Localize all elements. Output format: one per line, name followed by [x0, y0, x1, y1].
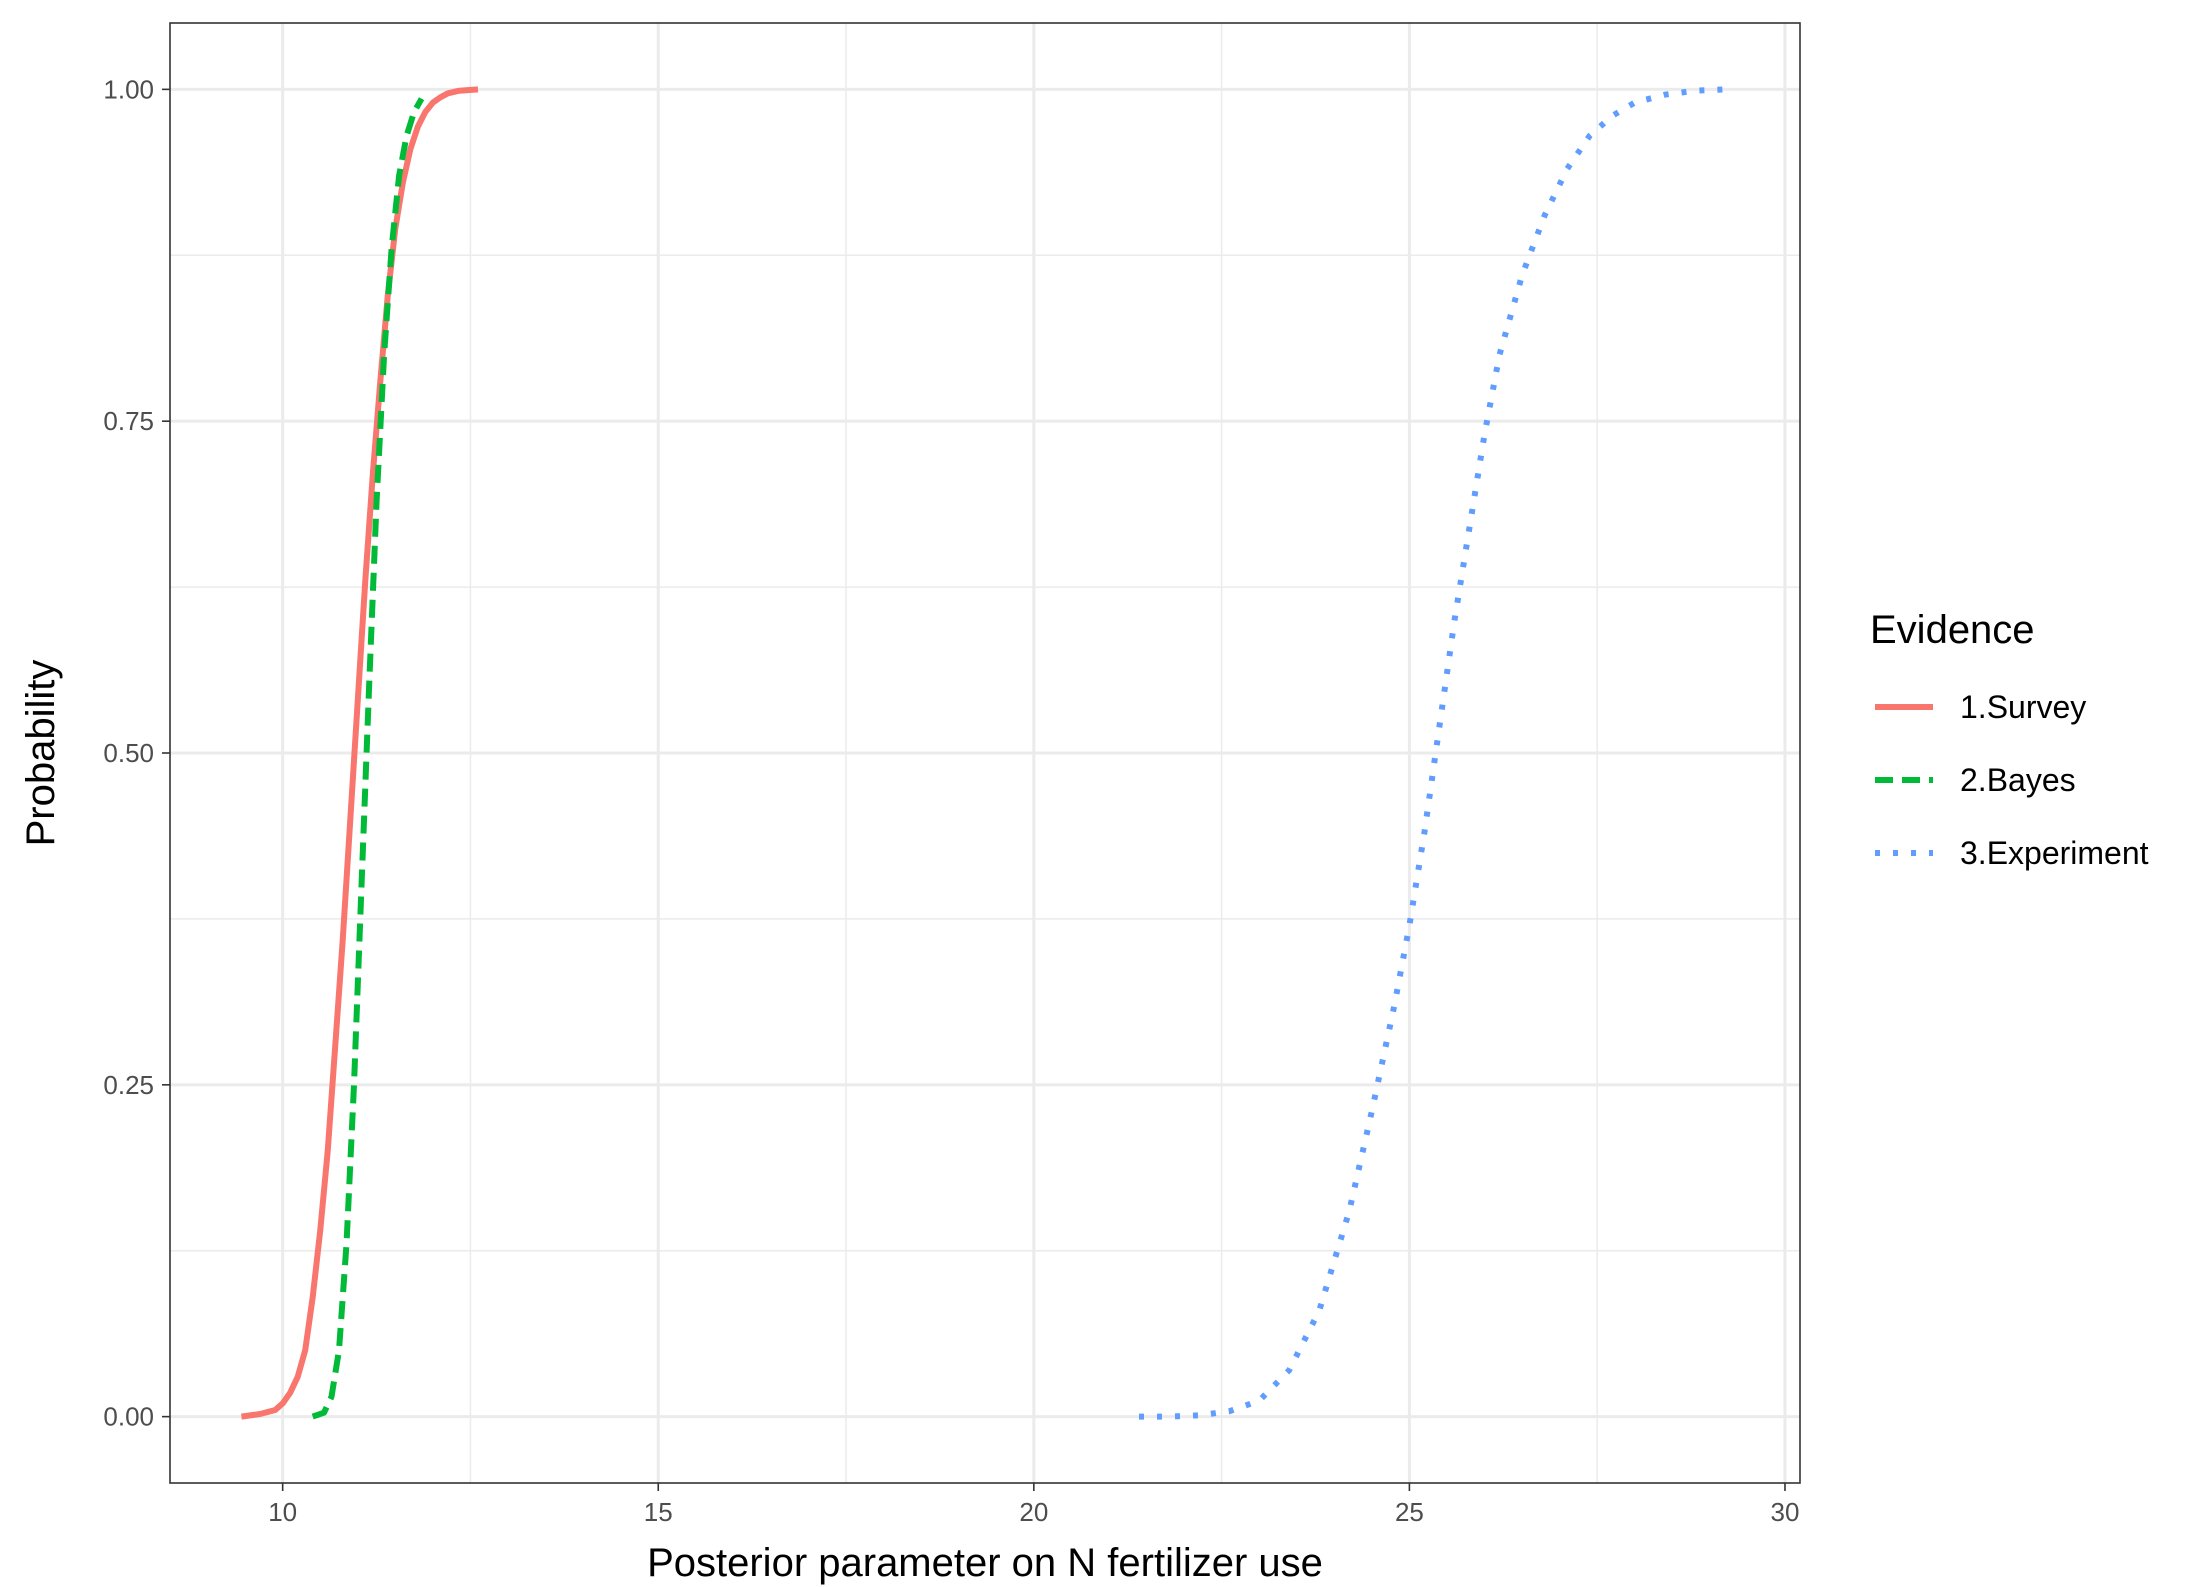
x-tick-label: 25	[1395, 1497, 1424, 1527]
legend-items: 1.Survey 2.Bayes 3.Experiment	[1875, 689, 2149, 871]
y-tick-label: 1.00	[103, 74, 154, 104]
grid-lines	[170, 23, 1800, 1483]
x-axis: 10 15 20 25 30	[268, 1483, 1799, 1527]
y-axis: 0.00 0.25 0.50 0.75 1.00	[103, 74, 170, 1432]
legend-label-2-bayes: 2.Bayes	[1960, 762, 2076, 798]
plot-series	[240, 86, 1726, 1420]
x-tick-label: 30	[1771, 1497, 1800, 1527]
x-tick-label: 15	[644, 1497, 673, 1527]
y-axis-title: Probability	[19, 660, 63, 847]
legend-label-1-survey: 1.Survey	[1960, 689, 2086, 725]
series-line-1-survey	[240, 86, 479, 1420]
y-tick-label: 0.50	[103, 738, 154, 768]
series-line-2-bayes	[311, 97, 425, 1420]
x-tick-label: 20	[1019, 1497, 1048, 1527]
series-line-3-experiment	[1139, 86, 1726, 1420]
legend: Evidence 1.Survey 2.Bayes 3.Experiment	[1870, 608, 2149, 871]
y-tick-label: 0.75	[103, 406, 154, 436]
x-axis-title: Posterior parameter on N fertilizer use	[647, 1541, 1323, 1585]
legend-title: Evidence	[1870, 608, 2035, 652]
y-tick-label: 0.00	[103, 1402, 154, 1432]
y-tick-label: 0.25	[103, 1070, 154, 1100]
legend-label-3-experiment: 3.Experiment	[1960, 835, 2149, 871]
x-tick-label: 10	[268, 1497, 297, 1527]
